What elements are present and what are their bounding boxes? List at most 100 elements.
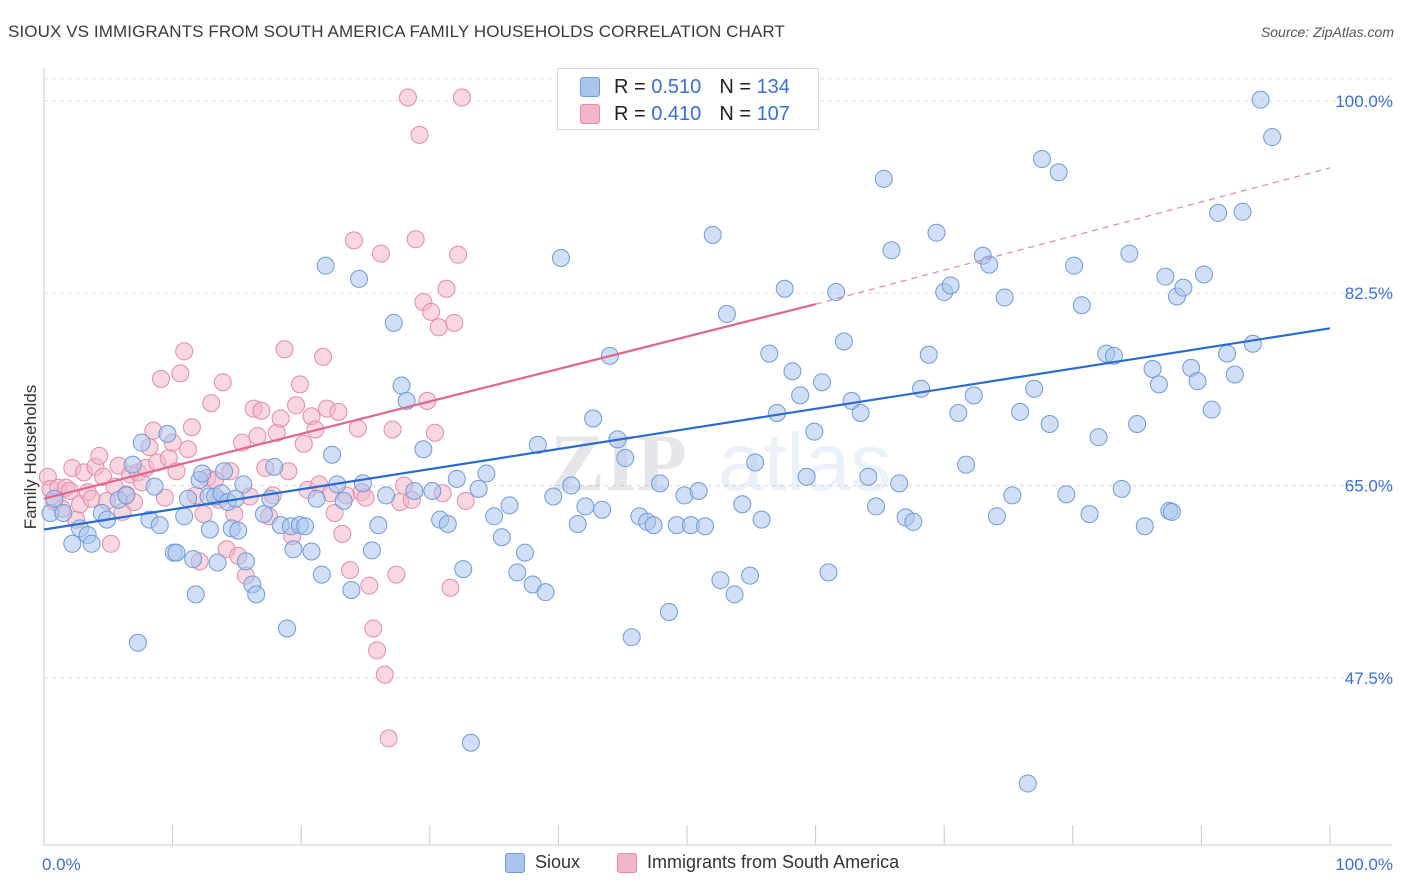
x-tick-label: 0.0% bbox=[42, 855, 81, 874]
legend-item-sioux[interactable]: Sioux bbox=[505, 852, 580, 873]
data-point-sioux bbox=[1072, 296, 1091, 315]
data-point-immigrants bbox=[101, 534, 120, 553]
data-point-sioux bbox=[508, 563, 527, 582]
n-value-sioux: 134 bbox=[756, 75, 790, 98]
data-point-sioux bbox=[912, 379, 931, 398]
data-point-sioux bbox=[760, 344, 779, 363]
data-point-immigrants bbox=[375, 665, 394, 684]
data-point-immigrants bbox=[275, 340, 294, 359]
data-point-immigrants bbox=[344, 231, 363, 250]
data-point-sioux bbox=[377, 486, 396, 505]
data-point-immigrants bbox=[456, 491, 475, 510]
data-point-sioux bbox=[278, 619, 297, 638]
data-point-sioux bbox=[1149, 375, 1168, 394]
data-point-immigrants bbox=[379, 729, 398, 748]
data-point-sioux bbox=[1080, 505, 1099, 524]
data-point-sioux bbox=[438, 515, 457, 534]
data-point-immigrants bbox=[425, 423, 444, 442]
data-point-sioux bbox=[145, 477, 164, 496]
data-point-sioux bbox=[167, 543, 186, 562]
data-point-sioux bbox=[296, 517, 315, 536]
data-point-immigrants bbox=[155, 488, 174, 507]
data-point-sioux bbox=[150, 516, 169, 535]
data-point-sioux bbox=[813, 373, 832, 392]
data-point-immigrants bbox=[248, 427, 267, 446]
data-point-sioux bbox=[362, 541, 381, 560]
data-point-sioux bbox=[1162, 502, 1181, 521]
data-point-sioux bbox=[964, 386, 983, 405]
data-point-sioux bbox=[568, 515, 587, 534]
data-point-sioux bbox=[1218, 344, 1237, 363]
data-point-sioux bbox=[1135, 517, 1154, 536]
data-point-immigrants bbox=[406, 230, 425, 249]
data-point-sioux bbox=[454, 560, 473, 579]
source-credit: Source: ZipAtlas.com bbox=[1260, 24, 1394, 40]
data-point-sioux bbox=[123, 455, 142, 474]
data-point-immigrants bbox=[290, 375, 309, 394]
n-label: N = bbox=[719, 75, 751, 98]
data-point-sioux bbox=[302, 542, 321, 561]
data-point-sioux bbox=[949, 403, 968, 422]
data-point-sioux bbox=[307, 489, 326, 508]
data-point-immigrants bbox=[182, 418, 201, 437]
trend-line-immigrants bbox=[43, 303, 816, 500]
data-point-immigrants bbox=[368, 641, 387, 660]
data-point-sioux bbox=[1202, 400, 1221, 419]
data-point-sioux bbox=[1104, 346, 1123, 365]
data-point-sioux bbox=[890, 474, 909, 493]
data-point-sioux bbox=[312, 565, 331, 584]
data-point-sioux bbox=[392, 376, 411, 395]
data-point-immigrants bbox=[398, 88, 417, 107]
data-point-sioux bbox=[544, 487, 563, 506]
data-point-sioux bbox=[254, 505, 273, 524]
data-point-sioux bbox=[265, 457, 284, 476]
data-point-sioux bbox=[175, 507, 194, 526]
data-point-immigrants bbox=[152, 369, 171, 388]
data-point-sioux bbox=[236, 552, 255, 571]
data-point-sioux bbox=[562, 476, 581, 495]
data-point-immigrants bbox=[348, 419, 367, 438]
r-value-sioux: 0.510 bbox=[651, 75, 702, 98]
data-point-sioux bbox=[746, 453, 765, 472]
data-point-sioux bbox=[1128, 414, 1147, 433]
legend-label-immigrants: Immigrants from South America bbox=[647, 852, 900, 872]
data-point-sioux bbox=[797, 467, 816, 486]
data-point-immigrants bbox=[213, 373, 232, 392]
data-point-immigrants bbox=[445, 313, 464, 332]
data-point-sioux bbox=[696, 517, 715, 536]
data-point-sioux bbox=[752, 510, 771, 529]
data-point-sioux bbox=[82, 534, 101, 553]
data-point-sioux bbox=[384, 313, 403, 332]
data-point-sioux bbox=[323, 445, 342, 464]
n-value-immigrants: 107 bbox=[756, 102, 790, 125]
data-point-immigrants bbox=[325, 504, 344, 523]
data-point-sioux bbox=[874, 169, 893, 188]
axis-labels: 47.5% 65.0% 82.5% 100.0% 0.0% 100.0% Family Ho… bbox=[21, 92, 1393, 874]
data-point-sioux bbox=[1209, 203, 1228, 222]
data-point-sioux bbox=[200, 520, 219, 539]
data-point-immigrants bbox=[437, 279, 456, 298]
data-point-sioux bbox=[1194, 265, 1213, 284]
data-point-sioux bbox=[158, 424, 177, 443]
watermark: ZIP atlas bbox=[550, 417, 891, 508]
data-point-sioux bbox=[1251, 90, 1270, 109]
trend-line-sioux bbox=[43, 327, 1331, 531]
data-point-sioux bbox=[284, 540, 303, 559]
legend-item-immigrants[interactable]: Immigrants from South America bbox=[617, 852, 899, 873]
data-point-sioux bbox=[551, 248, 570, 267]
data-point-sioux bbox=[919, 345, 938, 364]
y-tick-label: 65.0% bbox=[1345, 477, 1393, 496]
immigrants-legend-swatch bbox=[617, 852, 637, 873]
data-point-sioux bbox=[184, 550, 203, 569]
corr-row-sioux: R = 0.510 N = 134 bbox=[580, 74, 790, 100]
data-point-immigrants bbox=[179, 440, 198, 459]
data-point-immigrants bbox=[341, 561, 360, 580]
data-point-sioux bbox=[593, 500, 612, 519]
data-point-sioux bbox=[229, 521, 248, 540]
data-point-sioux bbox=[353, 474, 372, 493]
data-point-sioux bbox=[54, 504, 73, 523]
sioux-swatch bbox=[580, 77, 600, 97]
data-point-immigrants bbox=[194, 505, 213, 524]
data-point-sioux bbox=[405, 482, 424, 501]
data-point-sioux bbox=[461, 733, 480, 752]
